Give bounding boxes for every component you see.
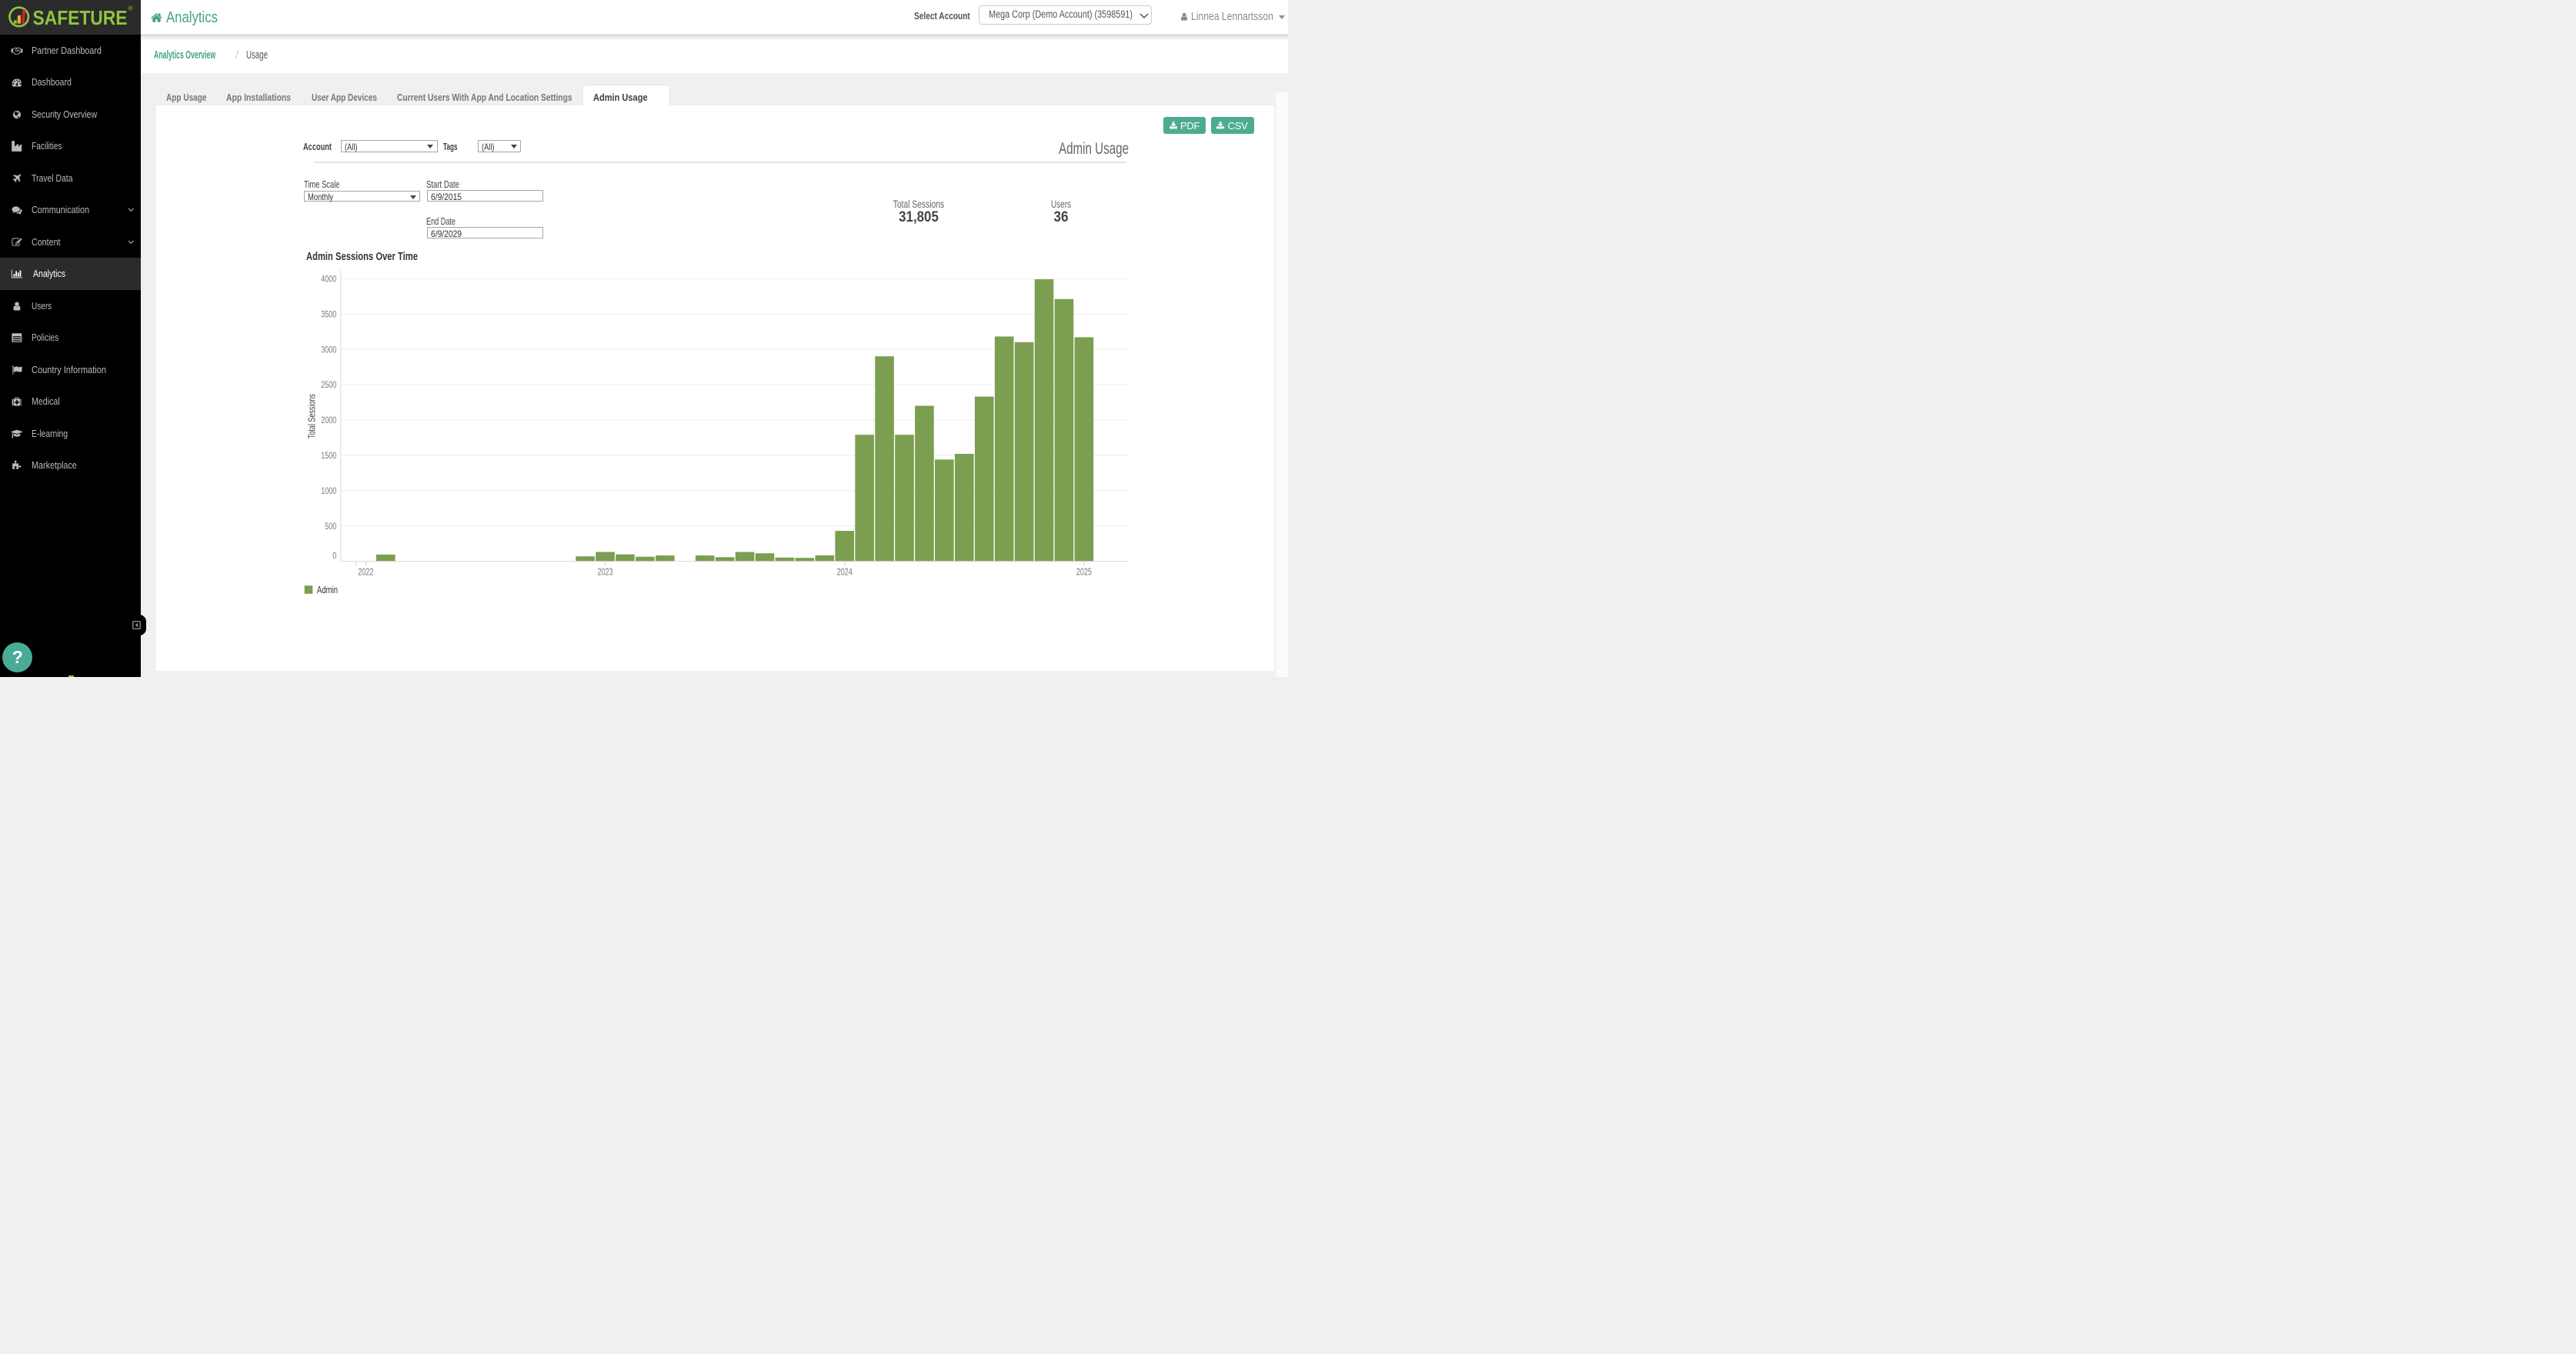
svg-text:2023: 2023	[598, 567, 613, 578]
svg-text:2024: 2024	[837, 567, 853, 578]
svg-text:1500: 1500	[321, 450, 336, 461]
svg-text:2500: 2500	[321, 379, 336, 390]
svg-text:2022: 2022	[358, 567, 373, 578]
svg-text:500: 500	[325, 521, 336, 532]
svg-text:®: ®	[128, 5, 133, 12]
svg-text:2025: 2025	[1076, 567, 1092, 578]
svg-text:2000: 2000	[321, 415, 336, 425]
svg-text:SAFETURE: SAFETURE	[33, 8, 128, 29]
svg-text:1000: 1000	[321, 485, 336, 496]
svg-text:3000: 3000	[321, 344, 336, 355]
svg-text:4000: 4000	[321, 273, 336, 284]
svg-text:Admin: Admin	[317, 585, 338, 595]
svg-text:Total Sessions: Total Sessions	[307, 394, 318, 439]
svg-text:0: 0	[332, 550, 336, 561]
svg-text:3500: 3500	[321, 308, 336, 319]
